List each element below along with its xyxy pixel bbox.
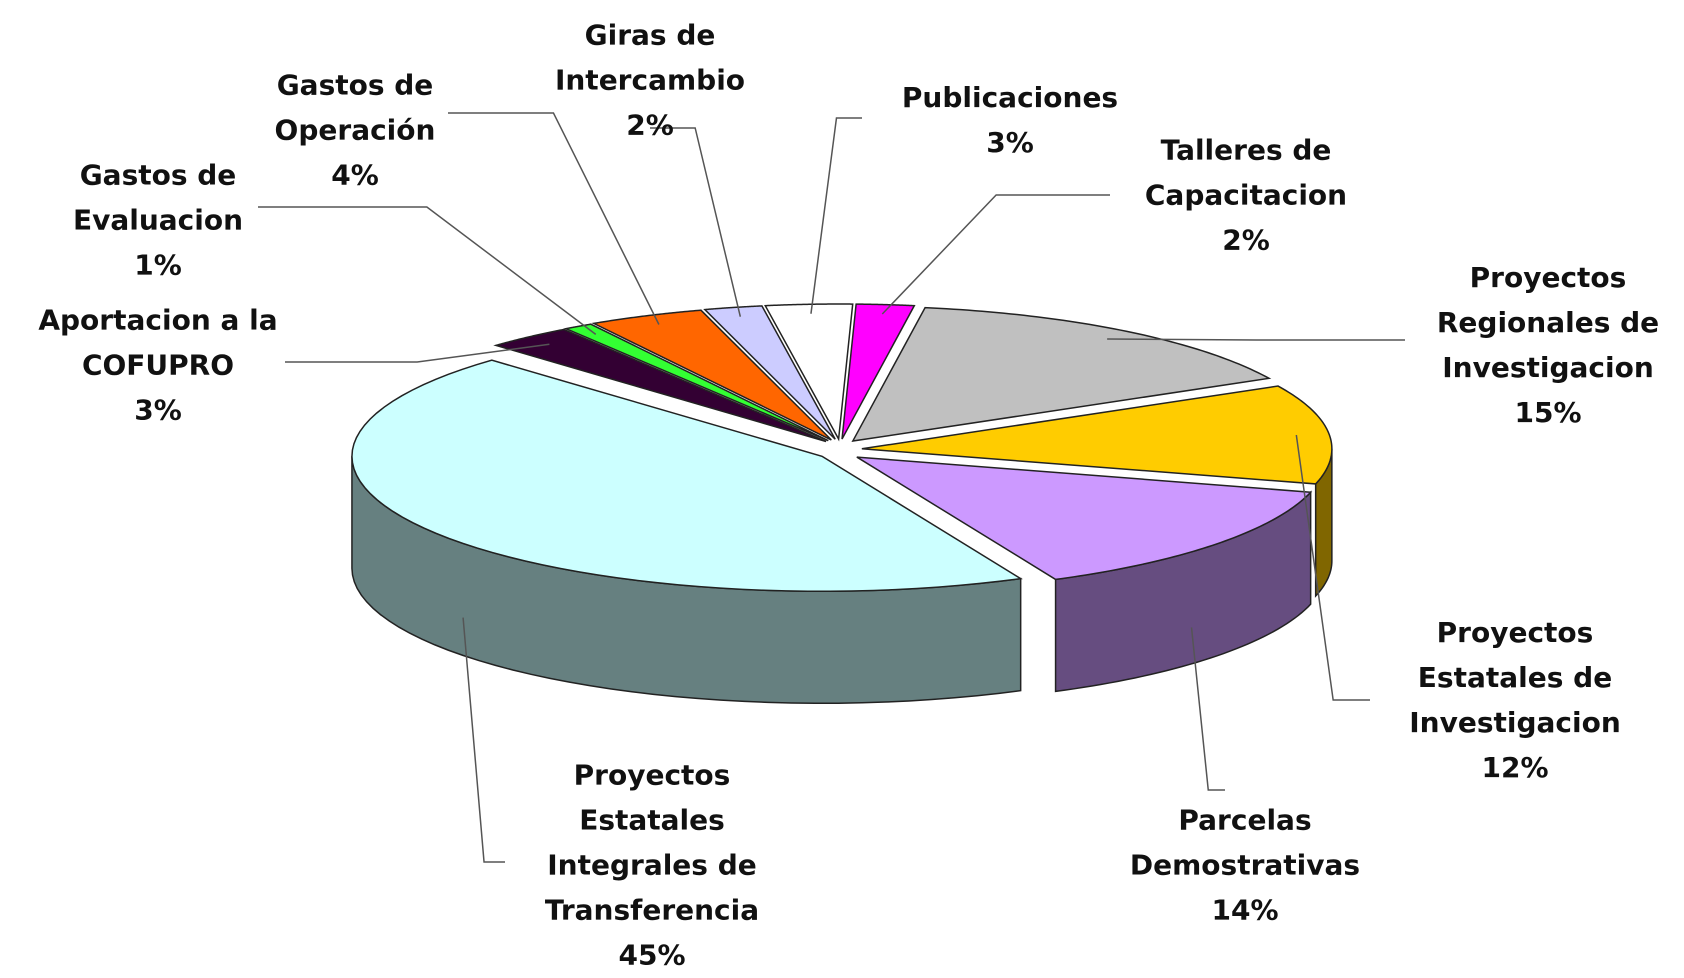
category-name: Proyectos Estatales Integrales de Transf… bbox=[544, 758, 760, 927]
value-label: 3% bbox=[986, 126, 1034, 159]
slice bbox=[851, 306, 1272, 443]
category-name: Aportacion a la COFUPRO bbox=[38, 303, 278, 382]
value-label: 2% bbox=[1222, 223, 1270, 257]
slice-label: Gastos de Evaluacion 1% bbox=[33, 153, 283, 288]
slice-label: Proyectos Estatales de Investigacion 12% bbox=[1390, 610, 1640, 790]
slice bbox=[703, 305, 836, 440]
slice bbox=[493, 328, 827, 443]
value-label: 4% bbox=[331, 158, 379, 192]
slice-label: Giras de Intercambio 2% bbox=[525, 13, 775, 148]
slice-label: Aportacion a la COFUPRO 3% bbox=[33, 298, 283, 433]
category-name: Talleres de Capacitacion bbox=[1144, 133, 1348, 212]
slice bbox=[841, 303, 916, 440]
leader-line bbox=[1107, 338, 1405, 341]
leader-line bbox=[810, 117, 862, 314]
leader-line bbox=[650, 127, 742, 317]
category-name: Proyectos Regionales de Investigacion bbox=[1436, 261, 1660, 384]
category-name: Gastos de Evaluacion bbox=[72, 158, 244, 237]
slice bbox=[563, 323, 829, 442]
leader-line bbox=[1190, 627, 1225, 791]
category-name: Publicaciones bbox=[901, 81, 1119, 114]
leader-line bbox=[448, 112, 660, 325]
category-name: Gastos de Operación bbox=[274, 68, 436, 147]
leader-line bbox=[1295, 434, 1370, 701]
slice-label: Talleres de Capacitacion 2% bbox=[1121, 128, 1371, 263]
leader-line bbox=[285, 343, 550, 363]
value-label: 3% bbox=[134, 393, 182, 427]
walls bbox=[351, 448, 1333, 705]
value-label: 14% bbox=[1211, 893, 1279, 927]
value-label: 2% bbox=[626, 108, 674, 142]
slice-label: Parcelas Demostrativas 14% bbox=[1120, 798, 1370, 933]
leaders bbox=[258, 112, 1405, 863]
category-name: Giras de Intercambio bbox=[554, 18, 746, 97]
tops bbox=[351, 303, 1333, 593]
value-label: 15% bbox=[1514, 396, 1582, 429]
slice bbox=[591, 309, 832, 441]
value-label: 45% bbox=[618, 938, 686, 972]
leader-line bbox=[462, 617, 505, 863]
slice bbox=[764, 303, 854, 442]
slice-label: Proyectos Regionales de Investigacion 15% bbox=[1423, 255, 1673, 435]
slice bbox=[351, 359, 1023, 593]
slice bbox=[856, 456, 1313, 581]
value-label: 12% bbox=[1481, 751, 1549, 784]
value-label: 1% bbox=[134, 248, 182, 282]
slice-label: Publicaciones 3% bbox=[885, 75, 1135, 165]
category-name: Parcelas Demostrativas bbox=[1129, 803, 1361, 882]
slice bbox=[861, 385, 1333, 485]
category-name: Proyectos Estatales de Investigacion bbox=[1409, 616, 1621, 739]
slice-label: Proyectos Estatales Integrales de Transf… bbox=[527, 753, 777, 978]
leader-line bbox=[881, 194, 1110, 315]
leader-line bbox=[258, 206, 597, 335]
slice-label: Gastos de Operación 4% bbox=[230, 63, 480, 198]
